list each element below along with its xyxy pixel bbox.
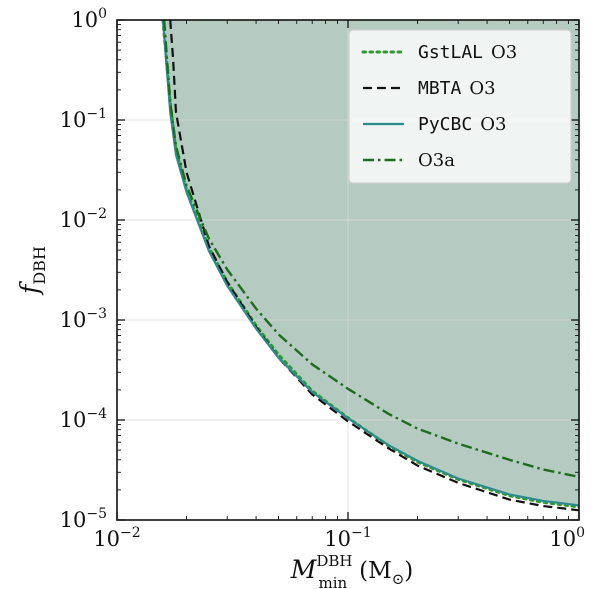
y-axis-title: fDBH: [15, 246, 49, 296]
x-tick-label: 10−2: [93, 525, 140, 551]
y-tick-label: 10−5: [60, 506, 107, 532]
series-line-pycbc-o3: [161, 20, 579, 507]
legend-label-o3a: O3a: [418, 150, 455, 171]
legend-box: [348, 29, 572, 184]
legend-label-pycbc-o3: PyCBC O3: [418, 114, 506, 135]
legend: GstLAL O3 MBTA O3 PyCBC O3 O3a: [348, 29, 572, 184]
legend-label-mbta-o3: MBTA O3: [418, 78, 496, 99]
y-tick-label: 10−2: [60, 206, 107, 232]
y-tick-label: 10−1: [60, 106, 107, 132]
y-tick-label: 10−4: [60, 406, 107, 432]
x-axis-title: MDBH min (M⊙): [290, 552, 414, 589]
y-tick-labels: 100 10−1 10−2 10−3 10−4 10−5: [60, 6, 107, 532]
x-tick-label: 100: [549, 525, 585, 551]
series-line-mbta-o3: [169, 20, 579, 512]
x-tick-label: 10−1: [324, 525, 371, 551]
series-line-o3a: [162, 20, 579, 479]
legend-label-gstlal-o3: GstLAL O3: [418, 42, 517, 63]
plot-frame: [116, 19, 580, 521]
y-tick-label: 10−3: [60, 306, 107, 332]
series-lines: [161, 20, 579, 512]
y-tick-label: 100: [71, 6, 107, 32]
x-tick-labels: 10−2 10−1 100: [93, 525, 585, 551]
